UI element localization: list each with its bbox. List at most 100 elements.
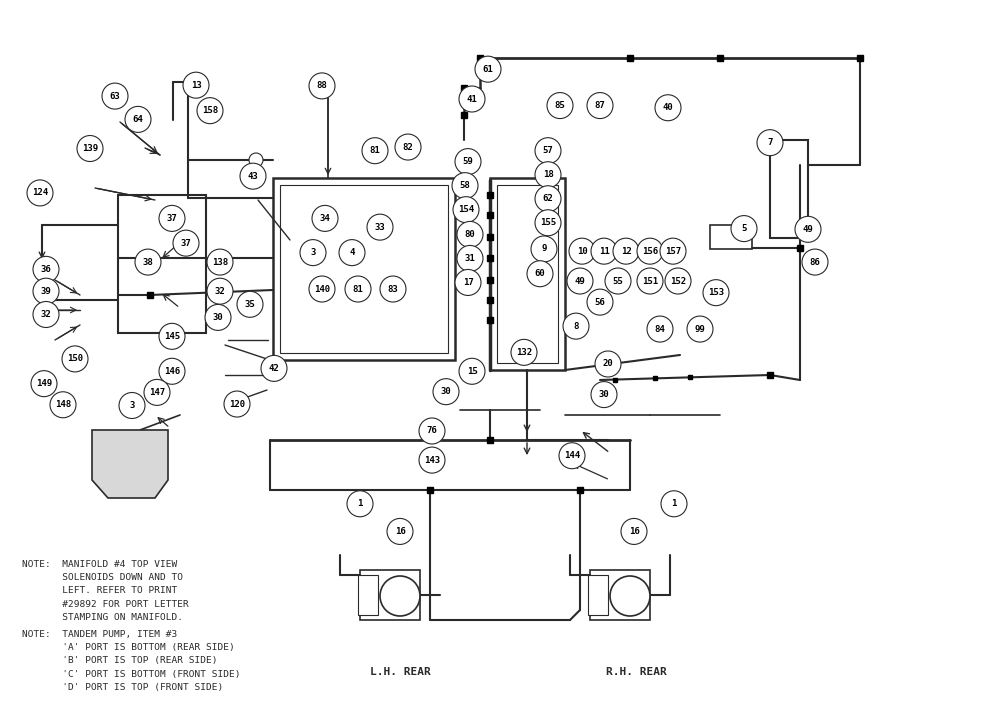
Text: 4: 4: [349, 248, 355, 257]
Text: 31: 31: [465, 254, 475, 263]
Text: 3: 3: [310, 248, 316, 257]
Circle shape: [591, 381, 617, 408]
Circle shape: [33, 301, 59, 328]
Text: 20: 20: [603, 360, 613, 368]
Circle shape: [757, 130, 783, 156]
Text: 35: 35: [245, 300, 255, 309]
Circle shape: [457, 245, 483, 272]
Text: 41: 41: [467, 95, 477, 103]
Text: 49: 49: [803, 225, 813, 234]
Text: NOTE:  TANDEM PUMP, ITEM #3
       'A' PORT IS BOTTOM (REAR SIDE)
       'B' POR: NOTE: TANDEM PUMP, ITEM #3 'A' PORT IS B…: [22, 630, 240, 692]
Text: 57: 57: [543, 146, 553, 155]
Circle shape: [457, 221, 483, 248]
Circle shape: [300, 240, 326, 266]
Text: 148: 148: [55, 400, 71, 409]
Text: 32: 32: [215, 287, 225, 296]
Text: 12: 12: [621, 247, 631, 256]
Circle shape: [159, 358, 185, 384]
Text: 15: 15: [467, 367, 477, 376]
Text: 30: 30: [213, 313, 223, 322]
Circle shape: [33, 256, 59, 282]
Circle shape: [687, 316, 713, 342]
Circle shape: [27, 180, 53, 206]
Text: 10: 10: [577, 247, 587, 256]
Text: 30: 30: [599, 390, 609, 399]
Circle shape: [367, 214, 393, 240]
Circle shape: [567, 268, 593, 294]
Circle shape: [535, 210, 561, 236]
Circle shape: [207, 249, 233, 275]
Text: 9: 9: [541, 245, 547, 253]
Text: 42: 42: [269, 364, 279, 373]
Circle shape: [237, 291, 263, 317]
Circle shape: [453, 197, 479, 223]
Text: 56: 56: [595, 298, 605, 306]
Circle shape: [665, 268, 691, 294]
Bar: [273, 178, 455, 360]
Bar: [490, 178, 565, 370]
Text: 61: 61: [483, 65, 493, 74]
Text: 138: 138: [212, 258, 228, 266]
Circle shape: [569, 238, 595, 264]
Bar: [280, 185, 448, 353]
Text: 58: 58: [460, 181, 470, 190]
Circle shape: [387, 518, 413, 545]
Circle shape: [309, 73, 335, 99]
Text: 120: 120: [229, 400, 245, 408]
Circle shape: [535, 186, 561, 212]
Text: 62: 62: [543, 194, 553, 203]
Text: 32: 32: [41, 310, 51, 319]
Bar: [588, 575, 608, 615]
Circle shape: [362, 138, 388, 164]
Circle shape: [605, 268, 631, 294]
Text: 39: 39: [41, 287, 51, 296]
Circle shape: [621, 518, 647, 545]
Text: 149: 149: [36, 379, 52, 388]
Text: 13: 13: [191, 81, 201, 90]
Bar: [710, 225, 752, 249]
Circle shape: [347, 491, 373, 517]
Circle shape: [455, 149, 481, 175]
Text: 11: 11: [599, 247, 609, 256]
Text: 155: 155: [540, 218, 556, 227]
Text: 147: 147: [149, 388, 165, 397]
Text: 81: 81: [353, 285, 363, 293]
Text: 84: 84: [655, 325, 665, 333]
Text: L.H. REAR: L.H. REAR: [370, 667, 430, 677]
Text: 80: 80: [465, 230, 475, 239]
Circle shape: [207, 278, 233, 304]
Circle shape: [309, 276, 335, 302]
Text: 64: 64: [133, 115, 143, 124]
Text: 8: 8: [573, 322, 579, 331]
Circle shape: [433, 379, 459, 405]
Text: 153: 153: [708, 288, 724, 297]
Circle shape: [205, 304, 231, 331]
Circle shape: [535, 138, 561, 164]
Text: 157: 157: [665, 247, 681, 256]
Circle shape: [144, 379, 170, 405]
Text: 63: 63: [110, 92, 120, 100]
Text: 145: 145: [164, 332, 180, 341]
Text: 87: 87: [595, 101, 605, 110]
Text: 154: 154: [458, 205, 474, 214]
Circle shape: [660, 238, 686, 264]
Text: 55: 55: [613, 277, 623, 285]
Circle shape: [50, 392, 76, 418]
Text: 86: 86: [810, 258, 820, 266]
Text: 76: 76: [427, 427, 437, 435]
Circle shape: [459, 86, 485, 112]
Text: 36: 36: [41, 265, 51, 274]
Circle shape: [31, 371, 57, 397]
Text: 132: 132: [516, 348, 532, 357]
Circle shape: [419, 418, 445, 444]
Circle shape: [380, 276, 406, 302]
Circle shape: [475, 56, 501, 82]
Bar: [360, 570, 420, 620]
Text: 40: 40: [663, 103, 673, 112]
Text: 150: 150: [67, 355, 83, 363]
Text: 152: 152: [670, 277, 686, 285]
Circle shape: [547, 92, 573, 119]
Text: 1: 1: [357, 499, 363, 508]
Circle shape: [125, 106, 151, 132]
Bar: [497, 185, 558, 363]
